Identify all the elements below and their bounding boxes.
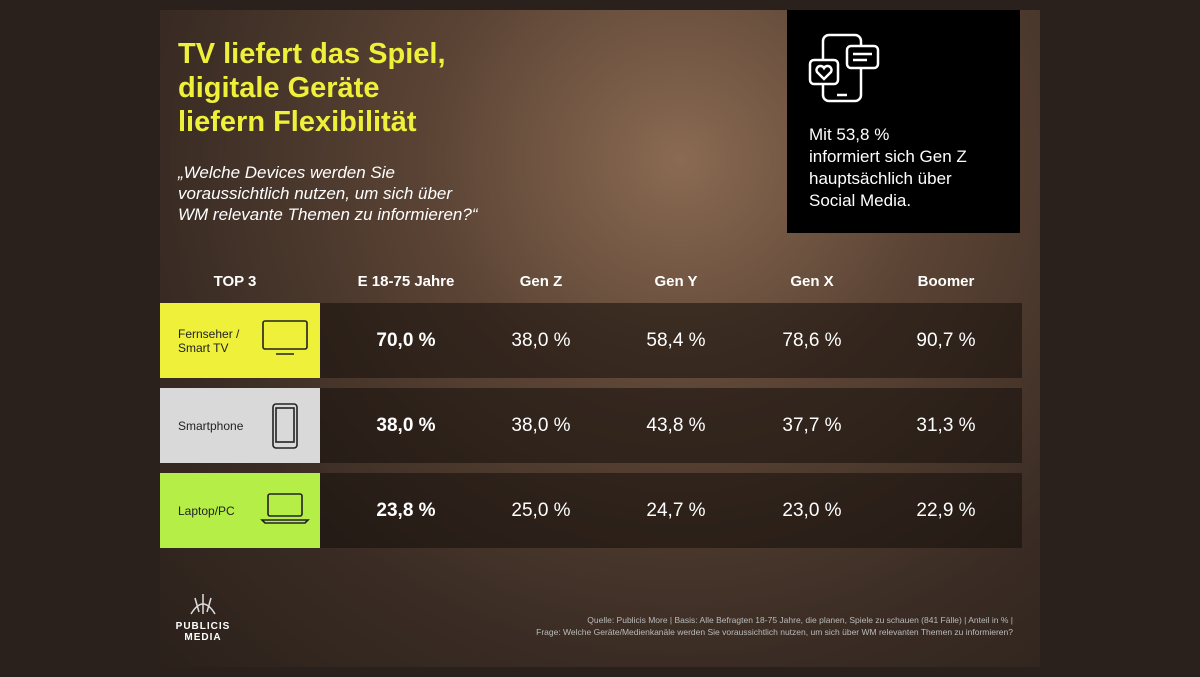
cell-value: 25,0 %	[511, 500, 571, 521]
logo-line: MEDIA	[184, 632, 222, 643]
cell-value: 23,0 %	[782, 500, 842, 521]
cell-value: 22,9 %	[916, 500, 976, 521]
cell-value: 58,4 %	[646, 330, 706, 351]
row-band	[320, 473, 1022, 548]
cell-value: 37,7 %	[782, 415, 842, 436]
column-header: Boomer	[917, 273, 975, 290]
row-label-line: Fernseher /	[178, 326, 240, 341]
title: TV liefert das Spiel, digitale Geräte li…	[178, 37, 446, 139]
device-icon	[272, 403, 298, 449]
logo-line: PUBLICIS	[175, 621, 231, 632]
cell-value: 38,0 %	[511, 330, 571, 351]
row-band	[320, 303, 1022, 378]
row-label-line: Smartphone	[178, 418, 244, 433]
cell-value: 24,7 %	[646, 500, 706, 521]
source-line: Frage: Welche Geräte/Medienkanäle werden…	[536, 627, 1013, 637]
column-header: Gen Y	[654, 273, 698, 290]
cell-value: 38,0 %	[511, 415, 571, 436]
cell-value: 43,8 %	[646, 415, 706, 436]
question: „Welche Devices werden Sie voraussichtli…	[178, 162, 478, 225]
column-header: Gen Z	[519, 273, 563, 290]
row-label: Laptop/PC	[160, 473, 320, 548]
callout: Mit 53,8 % informiert sich Gen Z hauptsä…	[787, 10, 1020, 233]
logo: PUBLICIS MEDIA	[173, 590, 233, 643]
question-line: voraussichtlich nutzen, um sich über	[178, 184, 453, 203]
callout-line: informiert sich Gen Z	[809, 147, 967, 166]
source: Quelle: Publicis More | Basis: Alle Befr…	[536, 614, 1013, 638]
social-icon	[808, 33, 880, 103]
callout-line: Social Media.	[809, 191, 912, 210]
row-label-text: Fernseher / Smart TV	[178, 303, 239, 378]
question-line: „Welche Devices werden Sie	[178, 163, 395, 182]
column-header: E 18-75 Jahre	[357, 273, 455, 290]
row-label-line: Laptop/PC	[178, 503, 235, 518]
device-icon	[262, 320, 308, 355]
cell-value: 70,0 %	[376, 330, 436, 351]
device-icon	[260, 493, 310, 524]
title-line: digitale Geräte	[178, 72, 380, 104]
row-label-text: Laptop/PC	[178, 473, 235, 548]
infographic: TV liefert das Spiel, digitale Geräte li…	[160, 10, 1040, 667]
logo-mark	[190, 594, 216, 615]
cell-value: 31,3 %	[916, 415, 976, 436]
row-label-line: Smart TV	[178, 340, 229, 355]
column-header: Gen X	[790, 273, 834, 290]
row-label: Smartphone	[160, 388, 320, 463]
cell-value: 90,7 %	[916, 330, 976, 351]
column-header: TOP 3	[213, 273, 257, 290]
question-line: WM relevante Themen zu informieren?“	[178, 205, 478, 224]
title-line: TV liefert das Spiel,	[178, 38, 446, 70]
cell-value: 78,6 %	[782, 330, 842, 351]
row-label: Fernseher / Smart TV	[160, 303, 320, 378]
row-label-text: Smartphone	[178, 388, 243, 463]
cell-value: 23,8 %	[376, 500, 436, 521]
callout-line: Mit 53,8 %	[809, 125, 890, 144]
title-line: liefern Flexibilität	[178, 106, 417, 138]
row-band	[320, 388, 1022, 463]
callout-text: Mit 53,8 % informiert sich Gen Z hauptsä…	[809, 124, 967, 212]
cell-value: 38,0 %	[376, 415, 436, 436]
callout-line: hauptsächlich über	[809, 169, 952, 188]
source-line: Quelle: Publicis More | Basis: Alle Befr…	[587, 615, 1013, 625]
